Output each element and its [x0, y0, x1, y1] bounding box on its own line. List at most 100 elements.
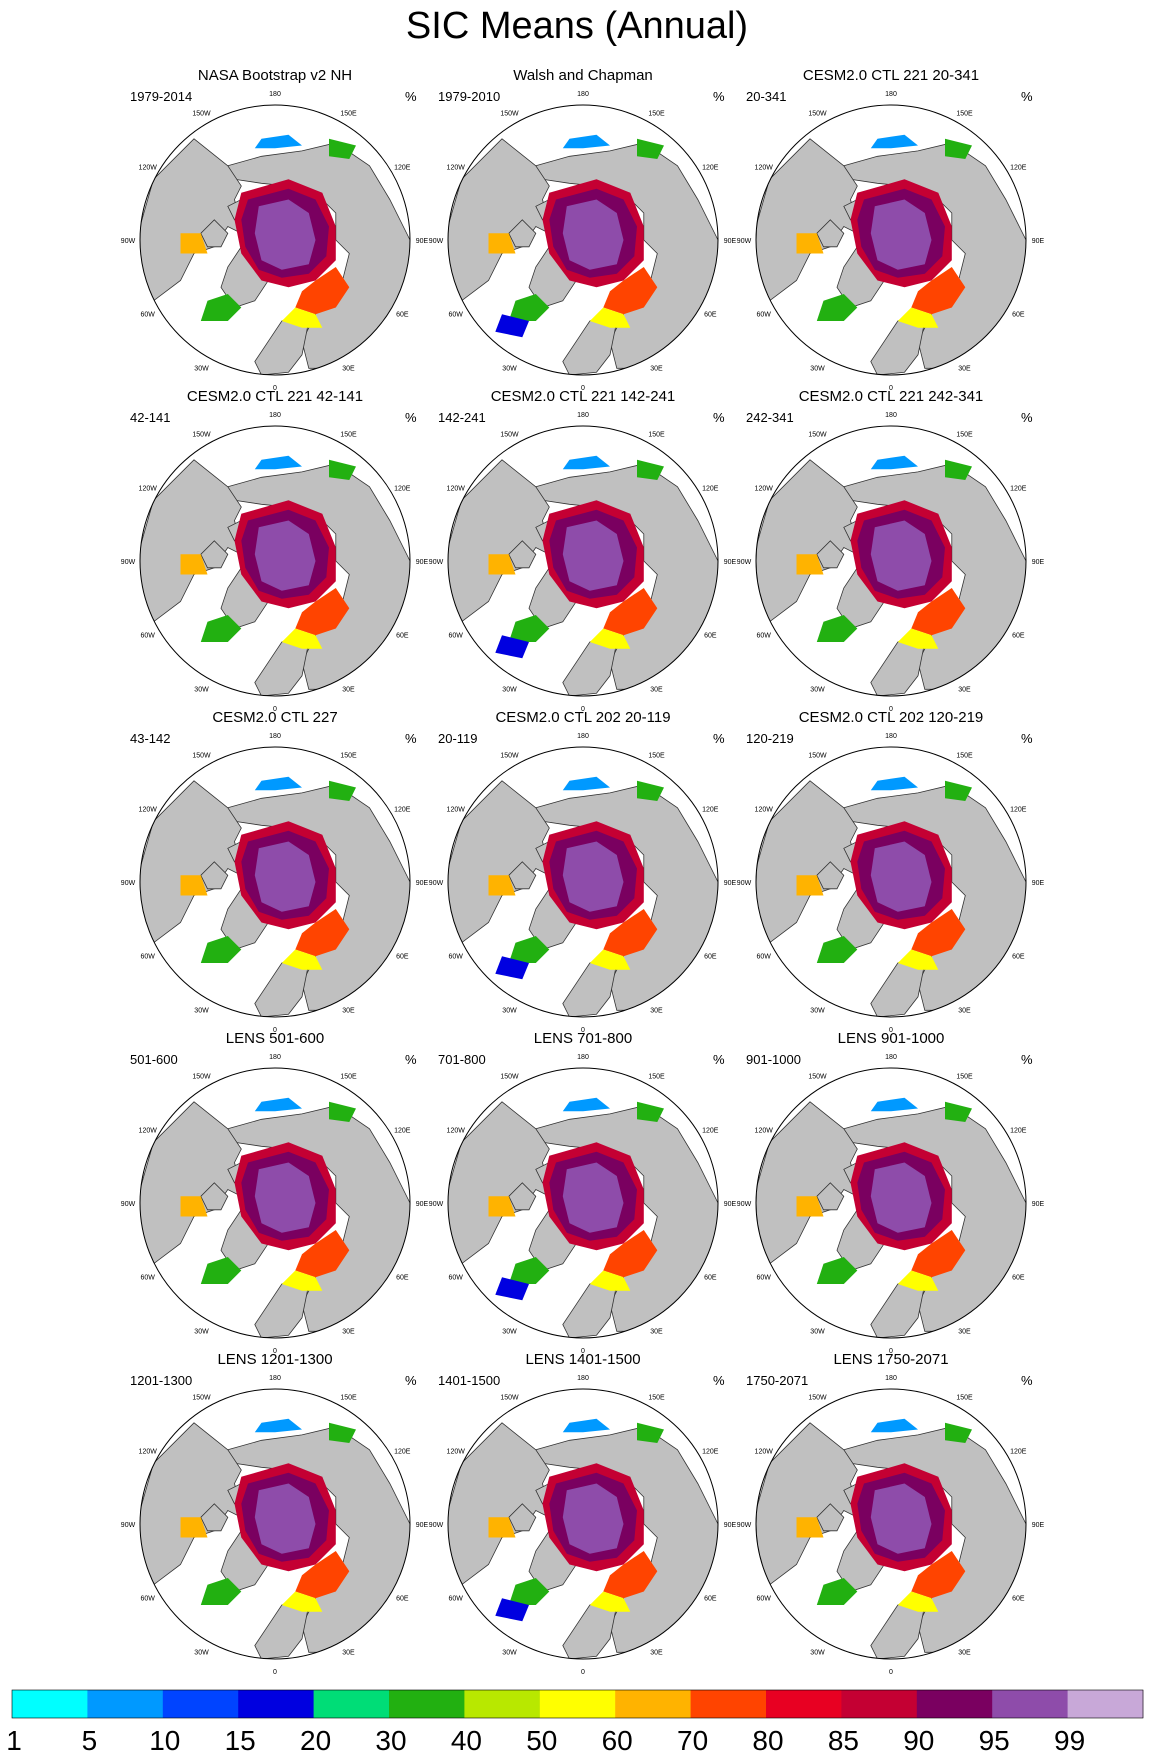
sea-ice-region [180, 875, 208, 896]
land-mass [508, 540, 537, 569]
longitude-label: 30W [502, 365, 517, 372]
sea-ice-region [281, 949, 323, 970]
panel-units: % [1021, 89, 1033, 104]
panel-period: 242-341 [746, 410, 794, 425]
longitude-label: 0 [273, 1669, 277, 1676]
longitude-label: 90W [121, 1201, 136, 1208]
longitude-label: 180 [885, 1375, 897, 1382]
sea-ice-region [796, 1196, 824, 1217]
panel-title: CESM2.0 CTL 221 42-141 [187, 388, 363, 405]
land-mass [200, 1182, 229, 1211]
sea-ice-region [637, 780, 664, 801]
sea-ice-region [816, 1578, 858, 1605]
sea-ice-region [254, 134, 302, 149]
longitude-label: 0 [889, 706, 893, 713]
panel-units: % [713, 1052, 725, 1067]
longitude-label: 90W [737, 559, 752, 566]
panel-title: LENS 1750-2071 [833, 1351, 948, 1368]
longitude-label: 90E [416, 559, 429, 566]
panel-title: LENS 1401-1500 [525, 1351, 640, 1368]
sea-ice-region [945, 459, 972, 480]
map-boundary [139, 1388, 411, 1660]
sea-ice-region [495, 1598, 529, 1622]
colorbar-swatch [916, 1690, 993, 1718]
sea-ice-region [495, 1277, 529, 1301]
land-mass [508, 1182, 537, 1211]
longitude-label: 90E [1032, 238, 1045, 245]
sea-ice-region [488, 1517, 516, 1538]
sea-ice-region [911, 588, 966, 636]
longitude-label: 60E [704, 1596, 717, 1603]
panel-period: 20-341 [746, 89, 786, 104]
sea-ice-region [589, 949, 631, 970]
longitude-label: 120E [394, 1449, 411, 1456]
panel-period: 701-800 [438, 1052, 486, 1067]
panel-period: 120-219 [746, 731, 794, 746]
sea-ice-region [562, 1097, 610, 1112]
longitude-label: 90E [1032, 1201, 1045, 1208]
sea-ice-region [796, 554, 824, 575]
sea-ice-region [180, 1196, 208, 1217]
longitude-label: 0 [581, 385, 585, 392]
panel-grid: 180 150E 120E 90E 60E 30E 0 30W 60W 90W 120W 150W NA… [121, 67, 1045, 1676]
longitude-label: 120E [1010, 1449, 1027, 1456]
longitude-label: 30W [194, 1649, 209, 1656]
longitude-label: 30W [194, 365, 209, 372]
sea-ice-region [295, 1230, 350, 1278]
longitude-label: 120E [394, 807, 411, 814]
sea-ice-region [329, 138, 356, 159]
longitude-label: 90E [416, 1522, 429, 1529]
longitude-label: 120W [755, 1449, 774, 1456]
sea-ice-region [870, 1483, 932, 1554]
longitude-label: 90W [429, 1201, 444, 1208]
sea-ice-region [870, 1097, 918, 1112]
panel-title: CESM2.0 CTL 221 242-341 [799, 388, 984, 405]
panel-units: % [1021, 1373, 1033, 1388]
panel-units: % [405, 1373, 417, 1388]
longitude-label: 60E [704, 1275, 717, 1282]
longitude-label: 120W [139, 1128, 158, 1135]
longitude-label: 0 [581, 706, 585, 713]
longitude-label: 150W [500, 1074, 519, 1081]
colorbar-label: 40 [451, 1725, 482, 1756]
sea-ice-region [637, 1101, 664, 1122]
land-mass [508, 861, 537, 890]
colorbar-swatch [87, 1690, 164, 1718]
sea-ice-region [495, 956, 529, 980]
sea-ice-region [495, 635, 529, 659]
longitude-label: 30E [342, 1649, 355, 1656]
colorbar: 1 5 10 15 20 30 40 50 60 70 80 85 90 95 99 [6, 1689, 1144, 1756]
longitude-label: 150W [500, 753, 519, 760]
longitude-label: 90E [724, 238, 737, 245]
longitude-label: 180 [885, 91, 897, 98]
panel-title: CESM2.0 CTL 221 20-341 [803, 67, 979, 84]
longitude-label: 150E [340, 1074, 357, 1081]
map-boundary [447, 1388, 719, 1660]
colorbar-label: 5 [82, 1725, 98, 1756]
sea-ice-region [870, 134, 918, 149]
sea-ice-region [796, 1517, 824, 1538]
longitude-label: 120W [755, 1128, 774, 1135]
panel-period: 901-1000 [746, 1052, 801, 1067]
longitude-label: 0 [581, 1669, 585, 1676]
longitude-label: 180 [885, 733, 897, 740]
longitude-label: 150W [192, 1074, 211, 1081]
panel-title: LENS 501-600 [226, 1030, 324, 1047]
panel-period: 1979-2014 [130, 89, 192, 104]
sea-ice-region [897, 628, 939, 649]
longitude-label: 150W [192, 753, 211, 760]
longitude-label: 60E [1012, 954, 1025, 961]
longitude-label: 180 [577, 91, 589, 98]
sea-ice-region [870, 520, 932, 591]
map-boundary [755, 1067, 1027, 1339]
longitude-label: 150W [808, 111, 827, 118]
longitude-label: 60E [396, 312, 409, 319]
sea-ice-region [495, 314, 529, 338]
sea-ice-region [603, 267, 658, 315]
land-mass [508, 219, 537, 248]
sea-ice-region [254, 199, 316, 270]
longitude-label: 90W [121, 559, 136, 566]
longitude-label: 180 [269, 1054, 281, 1061]
sea-ice-region [562, 134, 610, 149]
